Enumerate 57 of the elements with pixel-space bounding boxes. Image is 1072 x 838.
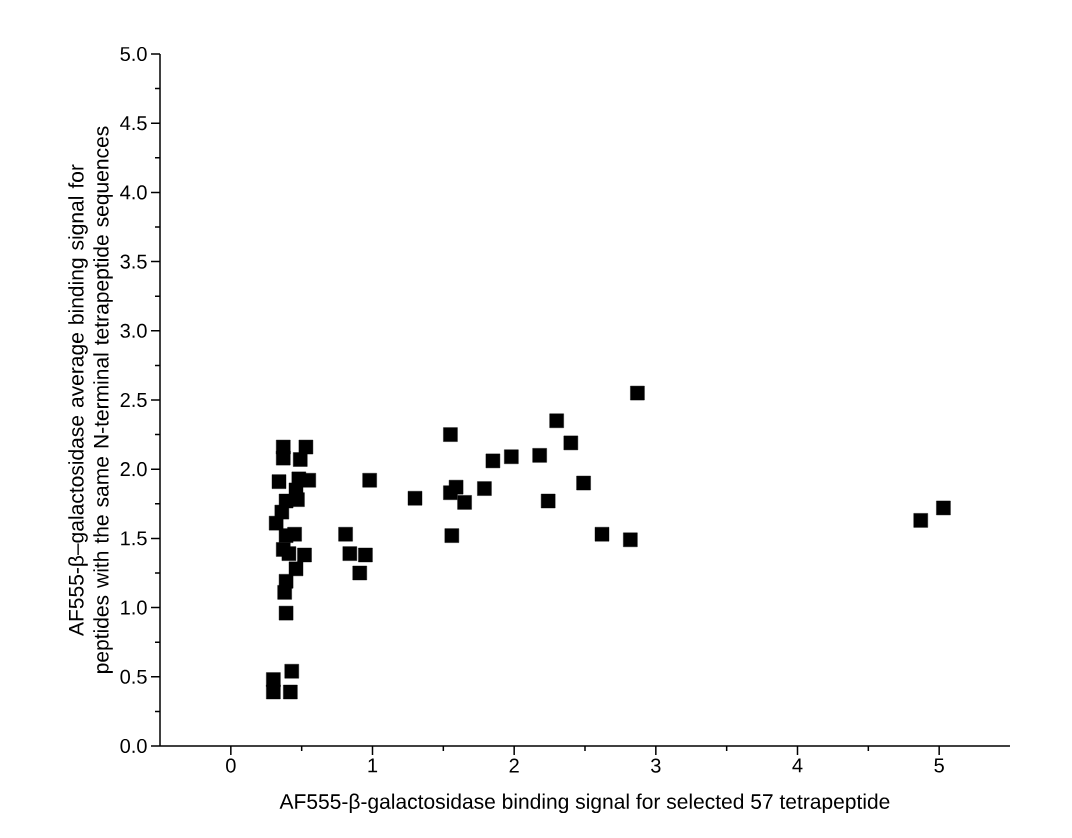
point <box>268 515 284 531</box>
y-tick-label: 0.0 <box>120 738 147 754</box>
point <box>504 449 519 464</box>
point <box>271 474 287 489</box>
point <box>352 565 367 581</box>
point <box>443 427 458 442</box>
y-tick-label: 5.0 <box>120 46 147 62</box>
point <box>936 500 951 516</box>
point <box>281 546 297 561</box>
point <box>297 547 312 563</box>
point <box>342 546 358 561</box>
point <box>287 527 302 542</box>
point <box>266 684 281 700</box>
y-axis-title: AF555-β–galactosidase average binding signal for peptides with the same N-terminal tetrapeptide sequences <box>68 126 113 673</box>
point <box>276 450 291 466</box>
x-axis-title: AF555-β-galactosidase binding signal for selected 57 tetrapeptide <box>279 793 890 814</box>
x-tick-label: 4 <box>792 758 803 773</box>
point <box>362 473 377 488</box>
x-tick-label: 2 <box>509 758 519 773</box>
y-tick-label: 2.5 <box>120 392 147 408</box>
point <box>284 664 299 679</box>
point <box>338 527 353 542</box>
x-tick-label: 5 <box>934 758 944 773</box>
x-tick-label: 3 <box>651 758 661 773</box>
point <box>283 684 298 700</box>
point <box>623 532 638 547</box>
point <box>457 495 472 510</box>
point <box>630 385 645 401</box>
point <box>913 513 928 528</box>
point <box>485 453 501 469</box>
point <box>278 605 294 621</box>
point <box>358 547 373 563</box>
point <box>477 481 492 496</box>
point <box>576 475 591 491</box>
point <box>277 585 292 600</box>
y-tick-label: 3.0 <box>120 323 147 338</box>
point <box>549 413 564 428</box>
y-tick-label: 0.5 <box>120 669 147 684</box>
point <box>532 448 547 463</box>
y-tick-label: 2.0 <box>120 462 147 477</box>
y-tick-label: 3.5 <box>120 254 147 269</box>
point <box>594 527 610 542</box>
y-tick-label: 1.5 <box>121 531 147 546</box>
y-tick-label: 4.5 <box>120 116 147 131</box>
x-tick-label: 0 <box>226 758 236 773</box>
point <box>288 561 304 577</box>
x-tick-label: 1 <box>368 758 378 773</box>
point <box>444 528 460 543</box>
point <box>293 452 308 467</box>
point <box>443 485 458 500</box>
y-tick-label: 4.0 <box>120 185 147 200</box>
y-tick-label: 1.0 <box>121 600 147 615</box>
point <box>540 493 556 509</box>
point <box>563 435 579 451</box>
point <box>407 491 423 506</box>
point <box>298 439 314 455</box>
point <box>301 473 316 488</box>
